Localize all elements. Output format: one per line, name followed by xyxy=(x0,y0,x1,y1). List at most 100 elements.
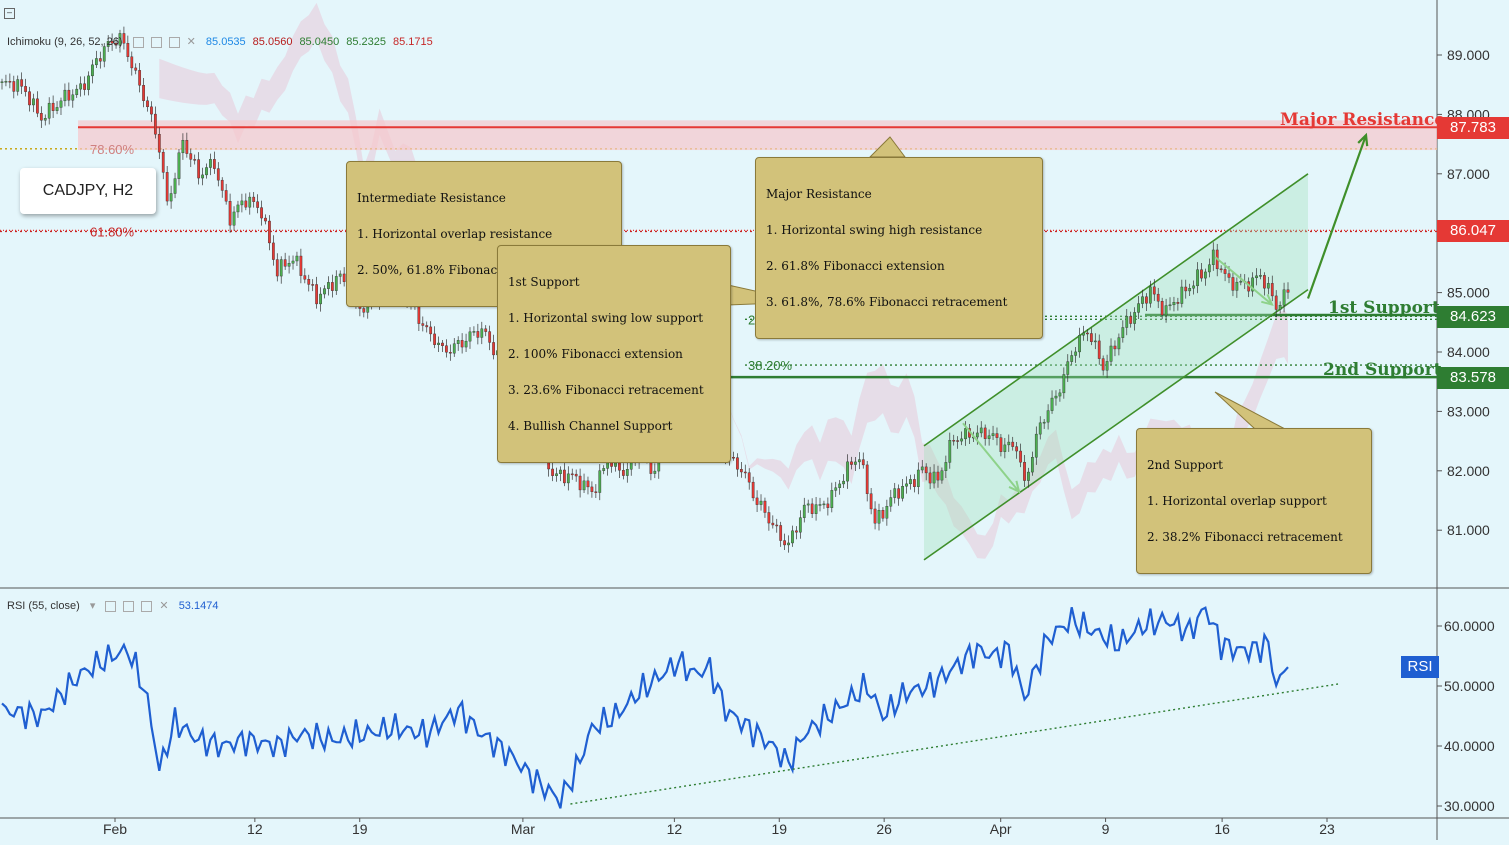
candle-body xyxy=(1066,361,1070,375)
rsi-y-tick-label: 30.0000 xyxy=(1444,798,1495,814)
candle-body xyxy=(342,273,346,282)
more-icon[interactable] xyxy=(141,600,153,612)
candle-body xyxy=(161,151,165,173)
candle-body xyxy=(936,471,940,481)
candle-body xyxy=(0,81,4,83)
candle-body xyxy=(948,440,952,463)
ichimoku-value: 85.0560 xyxy=(252,36,293,48)
callout-first-support: 1st Support 1. Horizontal swing low supp… xyxy=(497,245,731,463)
candle-body xyxy=(1156,293,1160,302)
candle-body xyxy=(806,503,810,506)
candle-body xyxy=(138,70,142,86)
callout-line: 2nd Support xyxy=(1147,458,1223,472)
candle-body xyxy=(264,217,267,222)
candle-body xyxy=(142,85,145,101)
candle-body xyxy=(893,488,897,498)
close-icon[interactable]: ✕ xyxy=(186,36,196,48)
settings-icon[interactable] xyxy=(123,600,135,612)
candle-body xyxy=(189,153,193,160)
candle-body xyxy=(102,46,106,62)
candle-body xyxy=(1074,351,1078,356)
second-support-label: 2nd Support xyxy=(1323,360,1442,380)
candle-body xyxy=(1121,327,1125,338)
candle-body xyxy=(39,113,43,121)
candle-body xyxy=(256,201,260,208)
candle-body xyxy=(12,81,16,92)
candle-body xyxy=(787,542,790,546)
candle-body xyxy=(602,468,606,471)
callout-major-resistance: Major Resistance 1. Horizontal swing hig… xyxy=(755,157,1043,339)
collapse-icon[interactable]: – xyxy=(4,6,22,19)
candle-body xyxy=(130,56,134,69)
candle-body xyxy=(1007,441,1011,446)
candle-body xyxy=(1105,361,1109,371)
candle-body xyxy=(1211,249,1215,265)
candle-body xyxy=(1231,277,1235,291)
candle-body xyxy=(417,306,421,324)
rsi-header: RSI (55, close) ▾ ✕ 53.1474 xyxy=(7,599,225,612)
callout-line: 1st Support xyxy=(508,275,580,289)
candle-body xyxy=(559,469,562,474)
candle-body xyxy=(1172,302,1176,306)
candle-body xyxy=(1046,410,1050,423)
more-icon[interactable] xyxy=(168,36,180,48)
candle-body xyxy=(437,342,440,345)
candle-body xyxy=(621,470,625,476)
price-tag-second-support: 83.578 xyxy=(1437,367,1509,389)
y-tick-label: 84.000 xyxy=(1447,344,1490,360)
close-icon[interactable]: ✕ xyxy=(159,600,169,612)
candle-body xyxy=(834,487,838,491)
candle-body xyxy=(566,473,570,484)
rsi-y-tick-label: 60.0000 xyxy=(1444,618,1495,634)
dropdown-icon[interactable]: ▾ xyxy=(89,600,96,612)
candle-body xyxy=(1255,275,1258,279)
rsi-label: RSI (55, close) xyxy=(7,600,80,612)
price-tag-major-resistance: 87.783 xyxy=(1437,117,1509,139)
candle-body xyxy=(1054,395,1058,399)
candle-body xyxy=(95,58,98,66)
candle-body xyxy=(916,469,920,487)
x-tick-label: 26 xyxy=(876,821,892,837)
visibility-icon[interactable] xyxy=(105,600,117,612)
candle-body xyxy=(1219,268,1223,271)
candle-body xyxy=(1129,316,1133,324)
candle-body xyxy=(857,459,861,463)
candle-body xyxy=(1180,286,1184,304)
candle-body xyxy=(36,98,39,114)
candle-body xyxy=(488,331,492,343)
candle-body xyxy=(913,479,916,487)
candle-body xyxy=(563,469,566,484)
candle-body xyxy=(842,480,845,485)
candle-body xyxy=(165,172,169,202)
candle-body xyxy=(275,259,279,277)
candle-body xyxy=(240,200,244,206)
candle-body xyxy=(260,207,263,219)
candle-body xyxy=(362,308,366,313)
candle-body xyxy=(795,530,798,533)
x-tick-label: 16 xyxy=(1214,821,1230,837)
candle-body xyxy=(1137,303,1140,313)
candle-body xyxy=(739,469,743,473)
swing-arrow-2 xyxy=(1214,256,1273,306)
candle-body xyxy=(1034,433,1038,458)
settings-icon[interactable] xyxy=(150,36,162,48)
candle-body xyxy=(873,508,877,524)
y-tick-label: 85.000 xyxy=(1447,285,1490,301)
candle-body xyxy=(1204,271,1207,279)
candle-body xyxy=(307,279,311,285)
candle-body xyxy=(924,466,928,474)
candle-body xyxy=(185,140,189,154)
swing-arrow-1 xyxy=(962,422,1020,493)
candle-body xyxy=(1188,288,1192,292)
candle-body xyxy=(838,483,842,488)
candle-body xyxy=(1148,286,1152,304)
candle-body xyxy=(1038,422,1042,435)
candle-body xyxy=(134,67,138,71)
candle-body xyxy=(1227,273,1231,278)
candle-body xyxy=(625,469,629,476)
candle-body xyxy=(1019,450,1022,463)
rsi-y-tick-label: 50.0000 xyxy=(1444,678,1495,694)
major-resistance-label: Major Resistance xyxy=(1280,110,1446,130)
visibility-icon[interactable] xyxy=(132,36,144,48)
candle-body xyxy=(315,284,318,305)
